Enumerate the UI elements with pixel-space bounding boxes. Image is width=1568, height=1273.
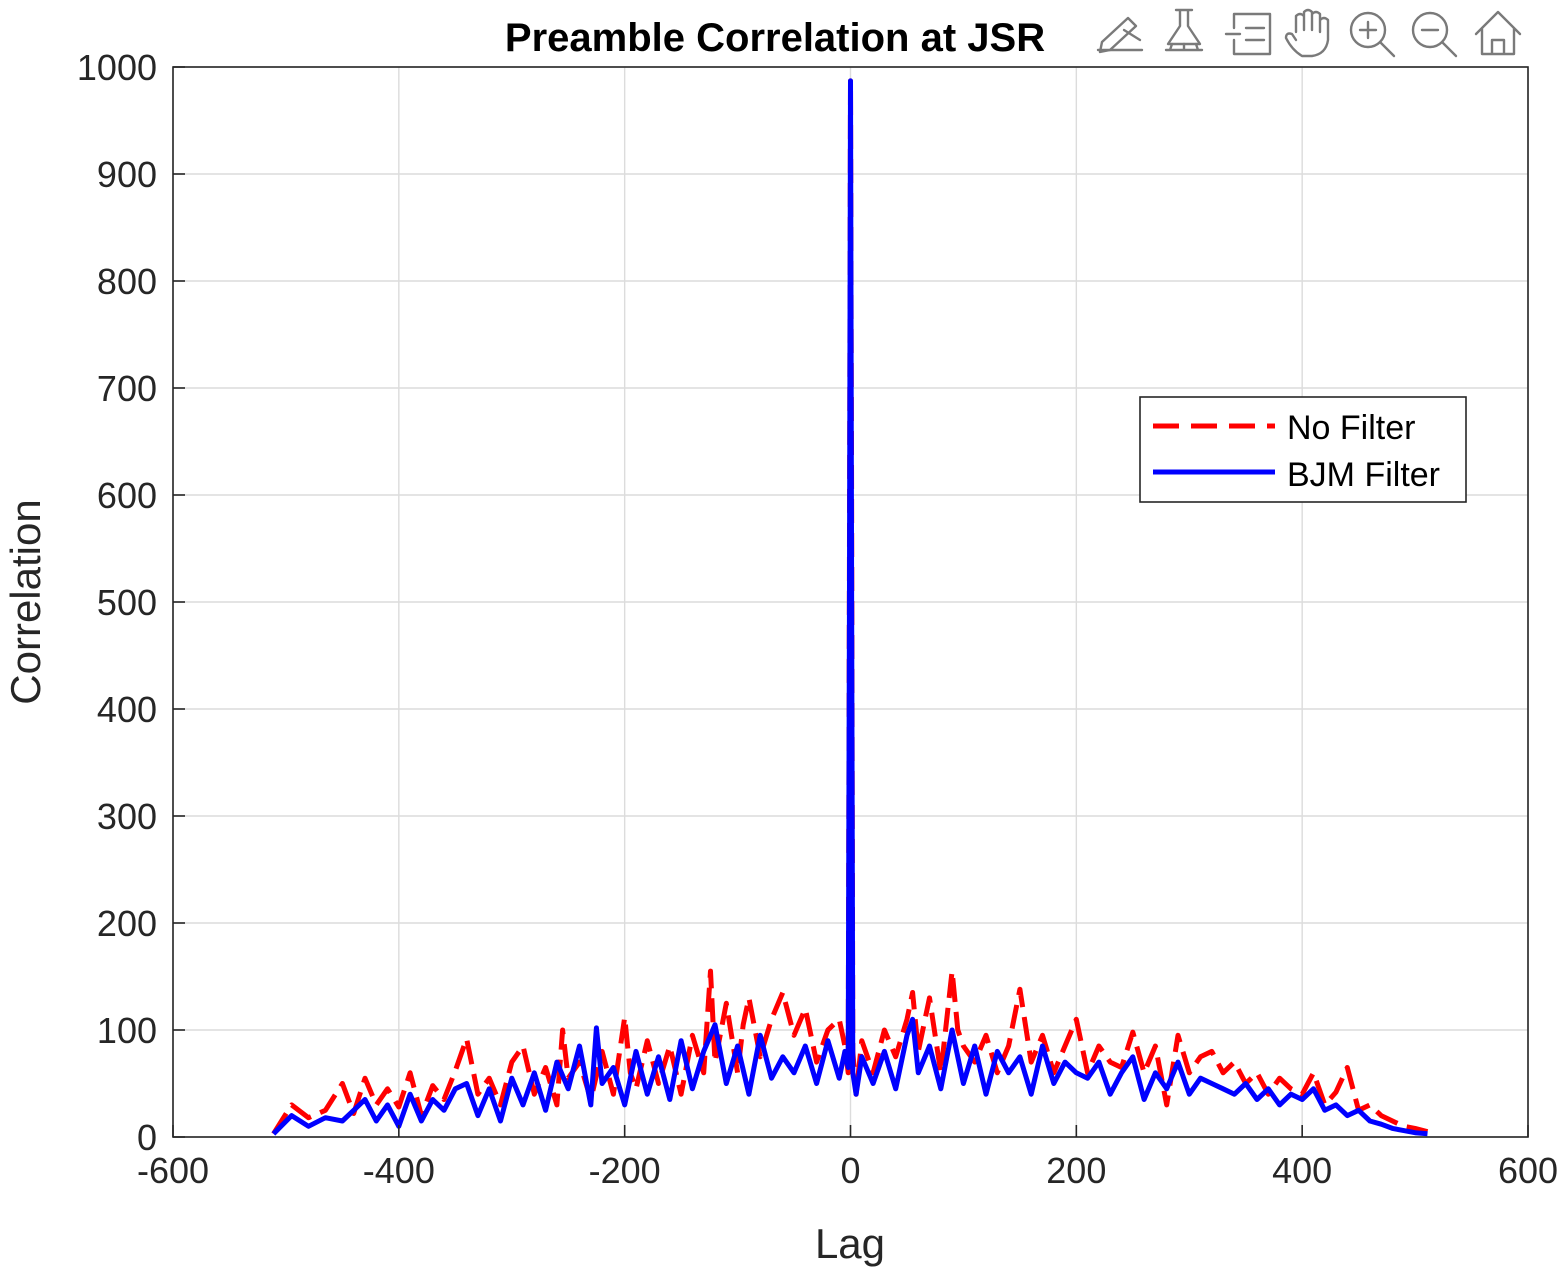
y-tick-label: 600 [97,475,157,516]
x-tick-label: -400 [363,1150,435,1191]
y-tick-label: 100 [97,1010,157,1051]
axes-toolbar [1092,8,1522,58]
x-ticks: -600 -400 -200 0 200 400 600 [137,1125,1558,1191]
y-tick-label: 400 [97,689,157,730]
y-tick-label: 200 [97,903,157,944]
series-layer [271,78,1429,1137]
pan-hand-icon[interactable] [1284,8,1330,58]
home-icon[interactable] [1474,10,1522,56]
y-axis-label: Correlation [2,499,49,704]
chart-title: Preamble Correlation at JSR [505,16,1045,60]
y-tick-label: 900 [97,154,157,195]
legend-label-bjm-filter: BJM Filter [1287,456,1440,494]
clear-brush-icon[interactable] [1164,8,1204,52]
x-tick-label: 400 [1272,1150,1332,1191]
series-line-bjm-filter [271,78,1428,1137]
y-tick-label: 700 [97,368,157,409]
legend[interactable]: No Filter BJM Filter [1139,396,1467,503]
x-tick-label: 200 [1046,1150,1106,1191]
x-tick-label: -200 [589,1150,661,1191]
y-tick-label: 500 [97,582,157,623]
x-axis-label: Lag [815,1220,885,1267]
y-tick-label: 1000 [77,47,157,88]
brush-data-icon[interactable] [1092,12,1144,58]
y-tick-label: 0 [137,1117,157,1158]
zoom-out-icon[interactable] [1411,11,1458,58]
zoom-in-icon[interactable] [1349,11,1396,58]
y-tick-label: 300 [97,796,157,837]
legend-box [1139,396,1467,503]
x-tick-label: 600 [1498,1150,1558,1191]
x-tick-label: -600 [137,1150,209,1191]
x-tick-label: 0 [840,1150,860,1191]
legend-toggle-icon[interactable] [1224,12,1272,56]
legend-label-no-filter: No Filter [1287,409,1415,447]
y-tick-label: 800 [97,261,157,302]
y-ticks: 0 100 200 300 400 500 600 700 800 900 1000 [77,47,185,1158]
